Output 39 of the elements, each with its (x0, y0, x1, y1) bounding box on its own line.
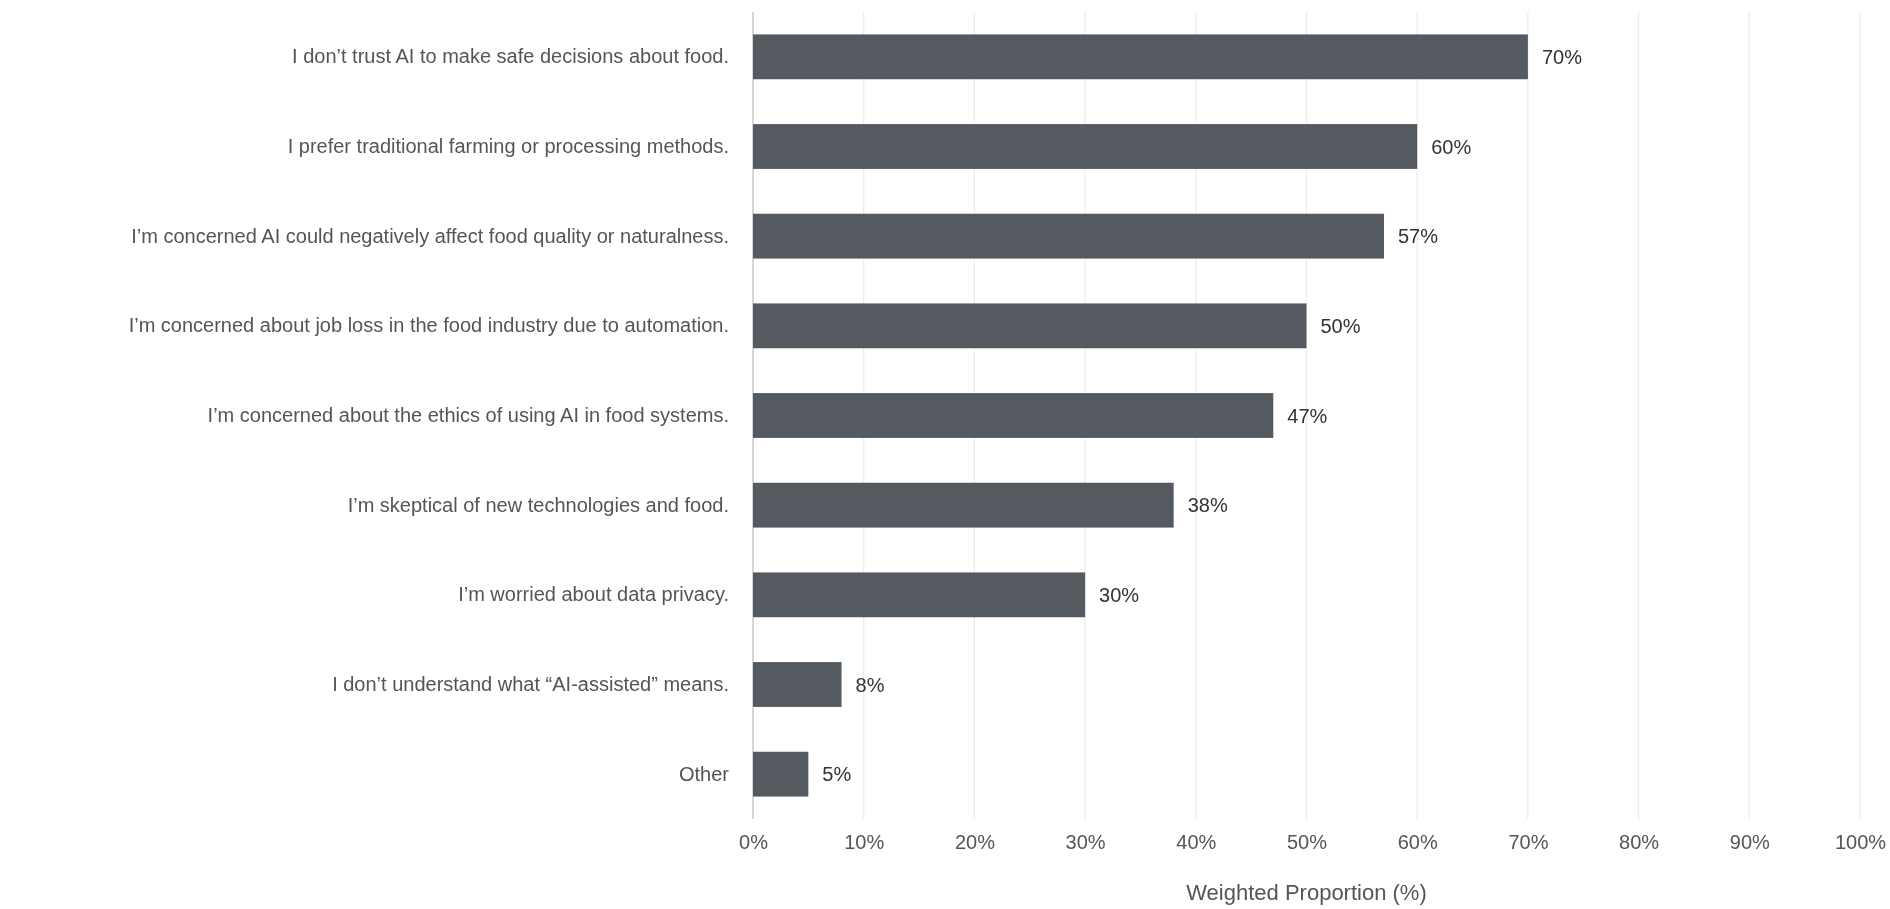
y-tick-label: I’m worried about data privacy. (458, 583, 729, 606)
y-tick-label: I don’t trust AI to make safe decisions about food. (292, 45, 729, 68)
data-label: 30% (1099, 583, 1140, 606)
data-label: 57% (1397, 225, 1439, 248)
data-label: 47% (1287, 404, 1328, 427)
x-tick-label: 30% (1065, 831, 1106, 854)
y-tick-label: I prefer traditional farming or processing methods. (287, 134, 729, 157)
y-tick-label: I’m concerned AI could negatively affect food quality or naturalness. (131, 224, 729, 247)
y-tick-label: I’m skeptical of new technologies and food. (347, 493, 729, 516)
x-tick-label: 50% (1286, 831, 1328, 854)
bar (753, 124, 1418, 169)
x-tick-label: 40% (1176, 831, 1217, 854)
bar (753, 751, 809, 797)
y-tick-label: I don’t understand what “AI-assisted” means. (332, 672, 729, 695)
x-tick-label: 20% (954, 831, 996, 854)
y-tick-label: I’m concerned about job loss in the food industry due to automation. (128, 314, 729, 337)
bar (753, 303, 1307, 349)
bar (753, 662, 842, 707)
data-label: 38% (1187, 494, 1228, 517)
data-label: 5% (822, 763, 852, 786)
data-label: 60% (1431, 135, 1472, 158)
data-label: 70% (1541, 45, 1583, 68)
y-tick-label: Other (678, 762, 730, 785)
x-tick-label: 90% (1729, 831, 1771, 854)
x-axis-title: Weighted Proportion (%) (1186, 880, 1427, 905)
bar (753, 482, 1174, 528)
x-tick-label: 70% (1508, 831, 1549, 854)
x-tick-label: 0% (739, 831, 769, 854)
bar (753, 34, 1528, 80)
bar (753, 393, 1274, 438)
y-tick-label: I’m concerned about the ethics of using AI in food systems. (207, 403, 729, 426)
bar (753, 572, 1086, 618)
x-tick-label: 60% (1397, 831, 1438, 854)
x-tick-label: 80% (1619, 831, 1660, 854)
bar (753, 213, 1384, 259)
data-label: 50% (1320, 314, 1361, 337)
data-label: 8% (855, 673, 885, 696)
x-tick-label: 10% (844, 831, 885, 854)
x-tick-label: 100% (1834, 831, 1887, 854)
